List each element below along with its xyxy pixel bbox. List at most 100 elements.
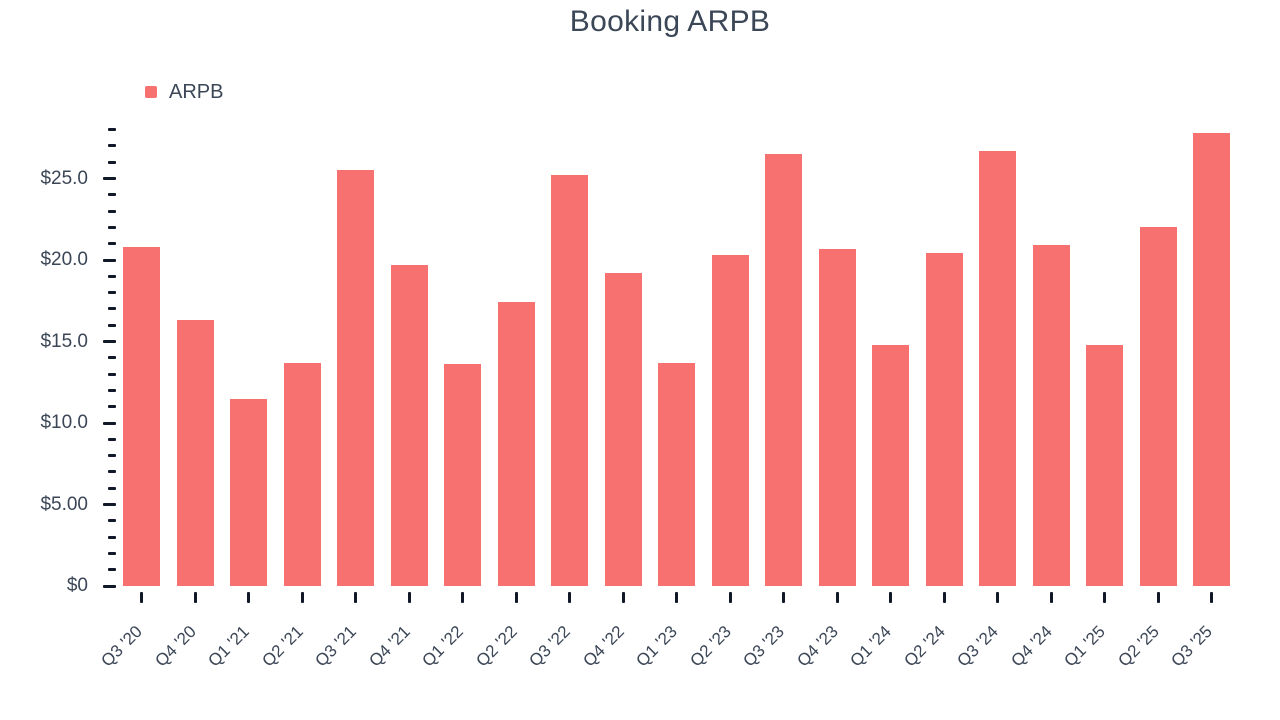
bar (818, 248, 856, 586)
x-axis-label: Q4 '24 (1007, 621, 1056, 671)
y-axis-minor-tick (108, 225, 116, 229)
y-axis-minor-tick (108, 519, 116, 523)
x-axis-tick (1156, 592, 1160, 603)
y-axis-label: $15.0 (40, 330, 88, 352)
legend-swatch-icon (145, 86, 157, 98)
x-axis-label: Q2 '24 (900, 621, 949, 671)
y-axis-major-tick (103, 177, 116, 180)
x-axis-tick (407, 592, 411, 603)
bar (1193, 132, 1231, 586)
x-axis-label: Q4 '21 (365, 621, 414, 671)
x-axis-label: Q2 '25 (1114, 621, 1163, 671)
y-axis-major-tick (103, 340, 116, 343)
x-axis-label: Q1 '21 (204, 621, 254, 671)
x-axis-label: Q4 '20 (151, 621, 200, 671)
y-axis-minor-tick (108, 307, 116, 311)
bar (925, 253, 963, 586)
x-axis-tick (140, 592, 144, 603)
bar (979, 150, 1017, 586)
bar (658, 362, 696, 586)
x-axis-label: Q2 '22 (472, 621, 521, 671)
bar (872, 344, 910, 586)
x-axis-tick (996, 592, 1000, 603)
x-axis-tick (300, 592, 304, 603)
x-axis-label: Q1 '22 (418, 621, 468, 671)
y-axis-minor-tick (108, 274, 116, 278)
y-axis-label: $10.0 (40, 412, 88, 433)
x-axis-label: Q3 '22 (525, 621, 575, 671)
y-axis-minor-tick (108, 193, 116, 197)
y-axis-minor-tick (108, 388, 116, 392)
y-axis-minor-tick (108, 405, 116, 409)
chart-title: Booking ARPB (569, 5, 771, 38)
x-axis-label: Q4 '23 (793, 621, 842, 671)
x-axis-tick (942, 592, 946, 603)
x-axis-label: Q1 '25 (1060, 621, 1110, 671)
y-axis-label: $0 (66, 575, 88, 596)
y-axis-minor-tick (108, 470, 116, 474)
bar (123, 246, 161, 586)
y-axis-minor-tick (108, 372, 116, 376)
y-axis-major-tick (103, 421, 116, 425)
y-axis-major-tick (103, 503, 116, 506)
y-axis-label: $25.0 (40, 167, 88, 189)
y-axis-minor-tick (108, 437, 116, 441)
y-axis-minor-tick (108, 209, 116, 213)
y-axis-minor-tick (108, 291, 116, 295)
bar (604, 273, 642, 586)
bar (176, 320, 214, 586)
y-axis-minor-tick (108, 128, 116, 132)
x-axis-label: Q1 '24 (846, 621, 896, 671)
x-axis-tick (1049, 592, 1053, 603)
y-axis-minor-tick (108, 242, 116, 246)
x-axis-tick (835, 592, 839, 603)
x-axis-tick (193, 592, 197, 603)
x-axis-label: Q3 '24 (953, 621, 1003, 671)
x-axis-label: Q1 '23 (632, 621, 682, 671)
y-axis-major-tick (103, 584, 116, 588)
y-axis-minor-tick (108, 160, 116, 164)
bar (390, 264, 428, 586)
y-axis-label: $5.00 (40, 493, 88, 515)
x-axis-tick (889, 592, 893, 603)
legend-label: ARPB (169, 80, 224, 103)
x-axis-tick (514, 592, 518, 603)
x-axis-label: Q3 '20 (97, 621, 147, 671)
x-axis-label: Q3 '23 (739, 621, 789, 671)
bar (551, 175, 589, 586)
x-axis-label: Q3 '25 (1167, 621, 1217, 671)
x-axis-tick (1103, 592, 1107, 603)
bar (1139, 227, 1177, 586)
x-axis-tick (247, 592, 251, 603)
y-axis-minor-tick (108, 486, 116, 490)
x-axis-tick (461, 592, 465, 603)
x-axis-tick (568, 592, 572, 603)
y-axis-label: $20.0 (40, 249, 88, 270)
bar (230, 398, 268, 586)
x-axis-label: Q2 '21 (258, 621, 307, 671)
legend: ARPB (145, 80, 223, 104)
bar (444, 364, 482, 586)
y-axis-minor-tick (108, 144, 116, 148)
x-axis-tick (675, 592, 679, 603)
y-axis-minor-tick (108, 568, 116, 572)
y-axis-minor-tick (108, 356, 116, 360)
x-axis-tick (782, 592, 786, 603)
bar (337, 170, 375, 586)
y-axis-major-tick (103, 258, 116, 262)
bar (711, 255, 749, 586)
y-axis-minor-tick (108, 323, 116, 327)
x-axis-label: Q4 '22 (579, 621, 628, 671)
bar (1032, 245, 1070, 586)
y-axis-minor-tick (108, 454, 116, 458)
x-axis-tick (1210, 592, 1214, 603)
bar (1086, 344, 1124, 586)
bar (765, 154, 803, 586)
x-axis-tick (621, 592, 625, 603)
bar (283, 362, 321, 586)
x-axis-label: Q2 '23 (686, 621, 735, 671)
x-axis-tick (728, 592, 732, 603)
bar (497, 302, 535, 586)
